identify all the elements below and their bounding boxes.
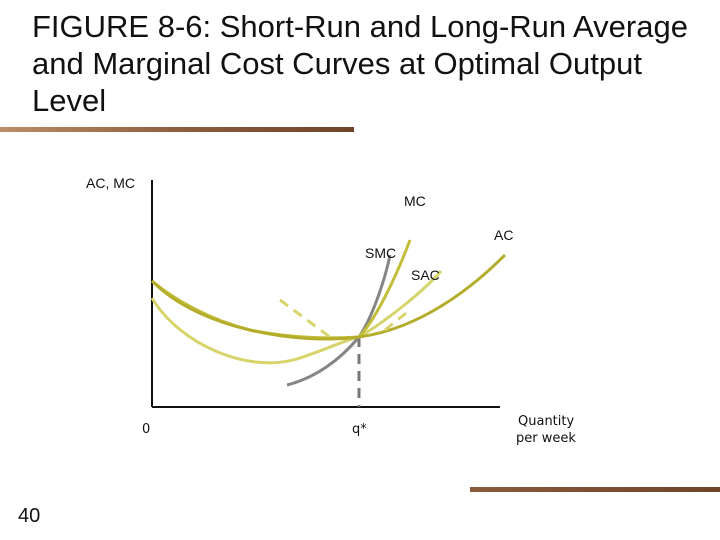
smc-label: SMC	[365, 245, 396, 261]
title-line-3: Level	[32, 83, 107, 118]
q-star-label: q*	[352, 422, 367, 437]
smc-curve	[286, 254, 392, 387]
mc-label: MC	[404, 193, 426, 209]
ac-label: AC	[494, 227, 513, 243]
x-axis-label-line-2: per week	[516, 431, 576, 446]
title-divider	[0, 127, 354, 132]
title-line-1: FIGURE 8-6: Short-Run and Long-Run Avera…	[32, 9, 688, 44]
footer-divider	[470, 487, 720, 492]
y-axis-label: AC, MC	[86, 175, 135, 191]
sac-curve	[150, 270, 443, 365]
sac-left-dashed-extension	[279, 298, 331, 339]
sac-label: SAC	[411, 267, 440, 283]
ac-curve	[150, 253, 507, 341]
sac-right-dashed-extension	[384, 308, 411, 332]
slide-title: FIGURE 8-6: Short-Run and Long-Run Avera…	[32, 8, 716, 119]
origin-label: 0	[142, 422, 150, 437]
title-line-2: and Marginal Cost Curves at Optimal Outp…	[32, 46, 642, 81]
x-axis-label-line-1: Quantity	[518, 414, 574, 429]
slide-number: 40	[18, 505, 41, 527]
